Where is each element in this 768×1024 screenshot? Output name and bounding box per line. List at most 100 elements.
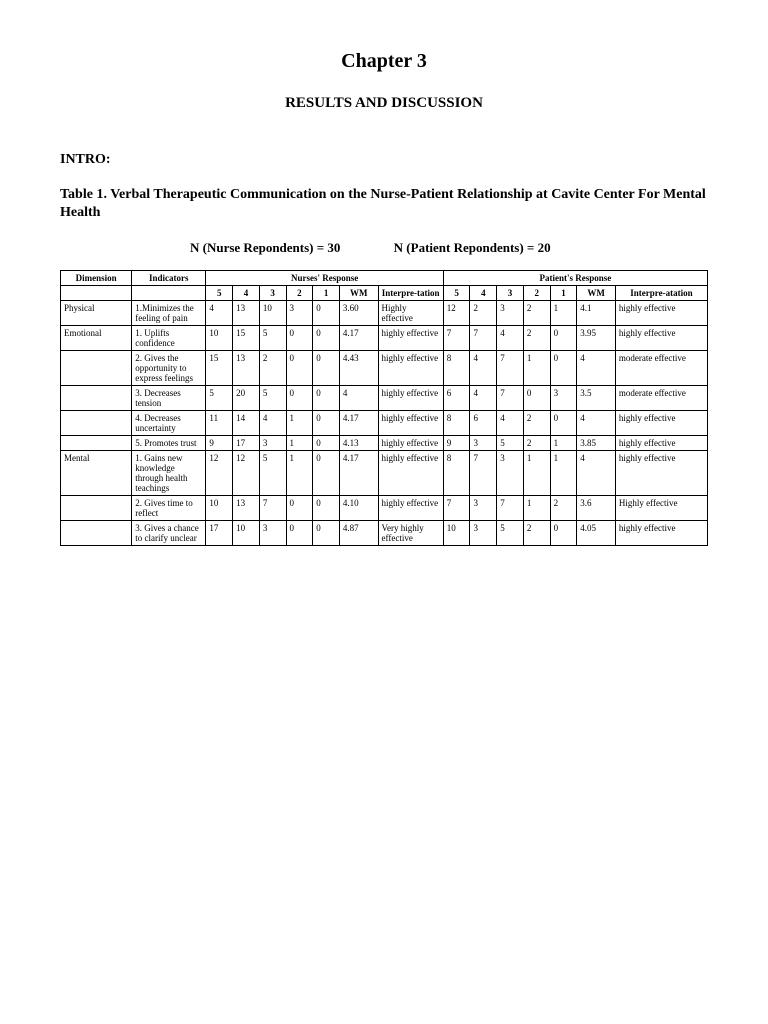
table-row: Physical1.Minimizes the feeling of pain4… — [61, 301, 708, 326]
cell-n5: 11 — [206, 411, 233, 436]
table-row: Mental1. Gains new knowledge through hea… — [61, 451, 708, 496]
cell-n4: 20 — [233, 386, 260, 411]
cell-p1: 1 — [550, 451, 577, 496]
cell-n5: 9 — [206, 436, 233, 451]
cell-p3: 3 — [497, 451, 524, 496]
cell-n2: 1 — [286, 411, 313, 436]
cell-n4: 12 — [233, 451, 260, 496]
cell-p1: 1 — [550, 436, 577, 451]
cell-p2: 2 — [523, 301, 550, 326]
cell-pwm: 4 — [577, 451, 616, 496]
cell-pwm: 3.85 — [577, 436, 616, 451]
cell-p4: 3 — [470, 521, 497, 546]
cell-n5: 10 — [206, 496, 233, 521]
cell-p1: 2 — [550, 496, 577, 521]
cell-n5: 15 — [206, 351, 233, 386]
hdr-pwm: WM — [577, 286, 616, 301]
hdr-p5: 5 — [443, 286, 470, 301]
hdr-p1: 1 — [550, 286, 577, 301]
cell-nwm: 4.17 — [339, 326, 378, 351]
cell-n5: 17 — [206, 521, 233, 546]
cell-nwm: 4.17 — [339, 411, 378, 436]
cell-n3: 7 — [259, 496, 286, 521]
cell-pwm: 3.6 — [577, 496, 616, 521]
cell-n3: 2 — [259, 351, 286, 386]
cell-p2: 1 — [523, 351, 550, 386]
chapter-title: Chapter 3 — [60, 50, 708, 73]
table-row: Emotional1. Uplifts confidence10155004.1… — [61, 326, 708, 351]
cell-p2: 2 — [523, 411, 550, 436]
cell-n4: 15 — [233, 326, 260, 351]
cell-p1: 0 — [550, 351, 577, 386]
cell-n3: 5 — [259, 451, 286, 496]
cell-p2: 2 — [523, 521, 550, 546]
hdr-n2: 2 — [286, 286, 313, 301]
hdr-n5: 5 — [206, 286, 233, 301]
cell-nwm: 4.87 — [339, 521, 378, 546]
hdr-blank — [132, 286, 206, 301]
cell-pwm: 4 — [577, 351, 616, 386]
cell-nint: highly effective — [378, 496, 443, 521]
cell-dimension — [61, 386, 132, 411]
hdr-n4: 4 — [233, 286, 260, 301]
cell-p3: 4 — [497, 326, 524, 351]
cell-nwm: 3.60 — [339, 301, 378, 326]
cell-n2: 0 — [286, 496, 313, 521]
results-table: Dimension Indicators Nurses' Response Pa… — [60, 270, 708, 546]
cell-pwm: 4.1 — [577, 301, 616, 326]
cell-n4: 10 — [233, 521, 260, 546]
cell-p4: 7 — [470, 326, 497, 351]
cell-indicator: 4. Decreases uncertainty — [132, 411, 206, 436]
hdr-indicators: Indicators — [132, 271, 206, 286]
cell-pint: highly effective — [615, 411, 707, 436]
cell-dimension — [61, 351, 132, 386]
cell-pwm: 3.95 — [577, 326, 616, 351]
cell-p1: 0 — [550, 411, 577, 436]
cell-nwm: 4 — [339, 386, 378, 411]
cell-n4: 17 — [233, 436, 260, 451]
cell-indicator: 1. Gains new knowledge through health te… — [132, 451, 206, 496]
cell-p5: 8 — [443, 351, 470, 386]
nurse-respondents-count: N (Nurse Repondents) = 30 — [190, 240, 340, 256]
cell-p5: 12 — [443, 301, 470, 326]
cell-p4: 4 — [470, 351, 497, 386]
cell-p4: 3 — [470, 436, 497, 451]
cell-nwm: 4.10 — [339, 496, 378, 521]
cell-n2: 1 — [286, 436, 313, 451]
cell-n1: 0 — [313, 386, 340, 411]
cell-p4: 7 — [470, 451, 497, 496]
cell-p2: 1 — [523, 496, 550, 521]
cell-p5: 10 — [443, 521, 470, 546]
hdr-patients-response: Patient's Response — [443, 271, 707, 286]
cell-p3: 5 — [497, 521, 524, 546]
cell-nint: highly effective — [378, 351, 443, 386]
cell-p1: 1 — [550, 301, 577, 326]
hdr-pint: Interpre-atation — [615, 286, 707, 301]
cell-indicator: 1. Uplifts confidence — [132, 326, 206, 351]
cell-n2: 0 — [286, 326, 313, 351]
cell-n5: 4 — [206, 301, 233, 326]
cell-n1: 0 — [313, 451, 340, 496]
cell-n3: 4 — [259, 411, 286, 436]
cell-n1: 0 — [313, 521, 340, 546]
cell-pint: moderate effective — [615, 386, 707, 411]
cell-pwm: 3.5 — [577, 386, 616, 411]
cell-p3: 7 — [497, 351, 524, 386]
cell-p4: 3 — [470, 496, 497, 521]
cell-p4: 2 — [470, 301, 497, 326]
cell-indicator: 1.Minimizes the feeling of pain — [132, 301, 206, 326]
cell-nwm: 4.43 — [339, 351, 378, 386]
cell-p5: 8 — [443, 451, 470, 496]
cell-pint: highly effective — [615, 326, 707, 351]
cell-n4: 13 — [233, 301, 260, 326]
cell-pint: Highly effective — [615, 496, 707, 521]
cell-n1: 0 — [313, 326, 340, 351]
cell-p1: 0 — [550, 521, 577, 546]
table-row: 3. Decreases tension5205004highly effect… — [61, 386, 708, 411]
cell-p1: 3 — [550, 386, 577, 411]
cell-n4: 13 — [233, 496, 260, 521]
header-row-2: 5 4 3 2 1 WM Interpre-tation 5 4 3 2 1 W… — [61, 286, 708, 301]
cell-p2: 1 — [523, 451, 550, 496]
cell-p3: 7 — [497, 496, 524, 521]
hdr-p2: 2 — [523, 286, 550, 301]
